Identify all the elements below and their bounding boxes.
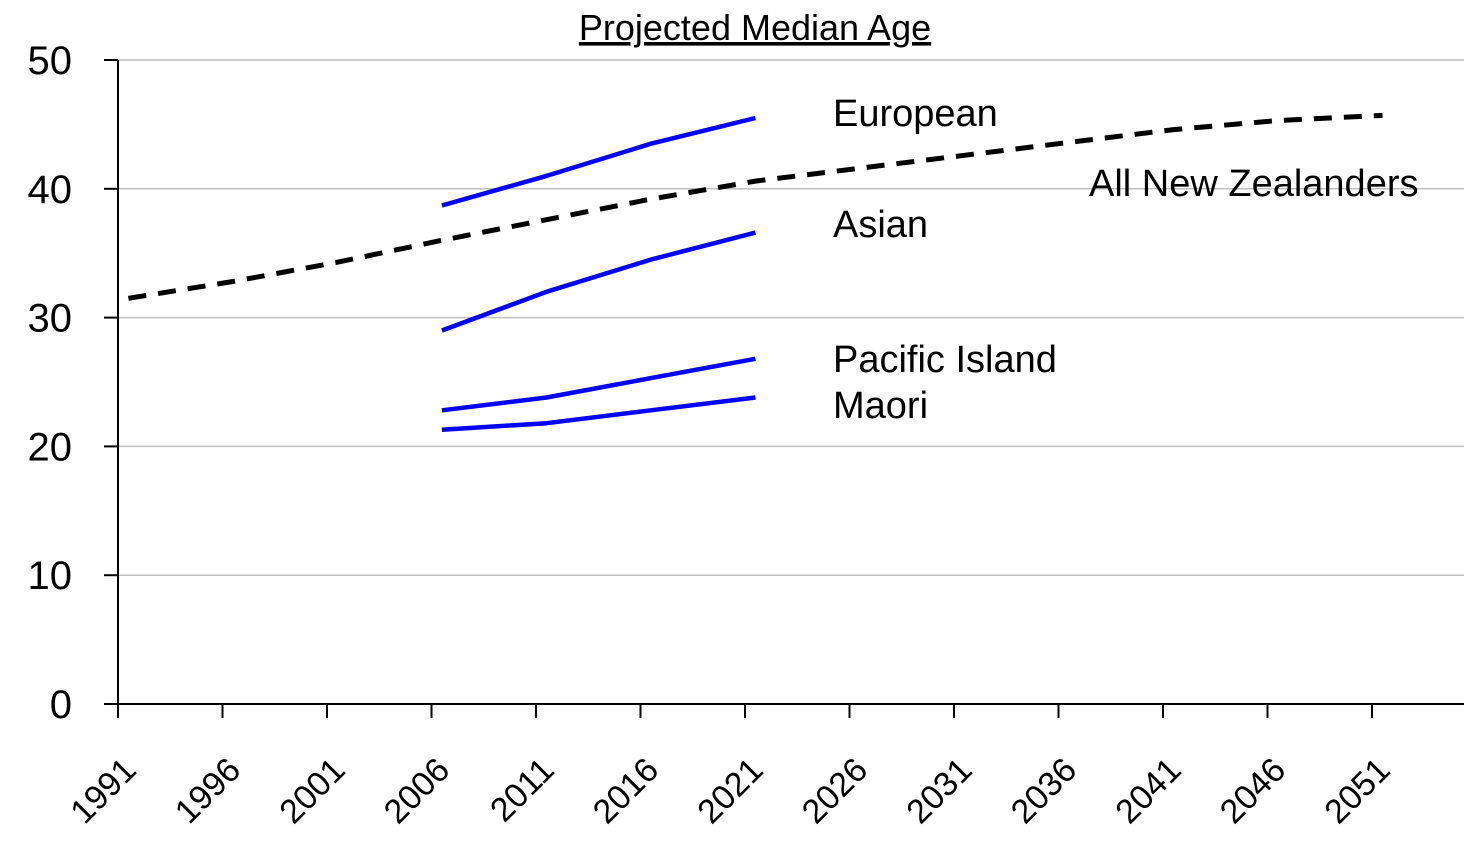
series-lines (128, 112, 1383, 432)
series-label-asian: Asian (833, 204, 928, 246)
series-line-pacific-island (441, 356, 756, 413)
y-tick-label: 30 (28, 297, 73, 341)
series-label-european: European (833, 93, 998, 135)
y-tick-label: 10 (28, 554, 73, 598)
x-tick-label: 2021 (690, 751, 770, 831)
series-label-all-new-zealanders: All New Zealanders (1089, 163, 1418, 205)
series-line-european (441, 115, 756, 208)
series-line-asian (441, 230, 756, 333)
axes (104, 59, 1464, 718)
x-tick-label: 2011 (483, 751, 562, 830)
y-tick-label: 50 (28, 39, 73, 83)
chart-title: Projected Median Age (579, 7, 931, 48)
x-tick-label: 1996 (168, 751, 248, 831)
y-tick-labels: 0 10 20 30 40 50 (28, 39, 73, 727)
x-tick-label: 2051 (1317, 751, 1397, 831)
x-tick-label: 2036 (1004, 751, 1084, 831)
x-tick-label: 2016 (586, 751, 666, 831)
x-tick-labels: 1991 1996 2001 2006 2011 2016 2021 2026 2031 2036… (63, 751, 1397, 831)
series-labels: All New Zealanders European Asian Pacific I… (833, 93, 1418, 427)
x-tick-label: 2031 (899, 751, 979, 831)
y-tick-label: 40 (28, 168, 73, 212)
y-tick-label: 0 (50, 683, 72, 727)
series-label-maori: Maori (833, 385, 928, 427)
x-tick-label: 2006 (377, 751, 457, 831)
x-tick-label: 1991 (63, 751, 143, 831)
y-tick-label: 20 (28, 425, 73, 469)
x-tick-label: 2041 (1108, 751, 1188, 831)
x-tick-label: 2001 (272, 751, 352, 831)
x-tick-label: 2046 (1213, 751, 1293, 831)
gridlines (118, 59, 1464, 576)
series-line-all-new-zealanders (128, 112, 1383, 301)
x-tick-label: 2026 (795, 751, 875, 831)
series-line-maori (441, 395, 756, 432)
series-label-pacific-island: Pacific Island (833, 339, 1057, 381)
